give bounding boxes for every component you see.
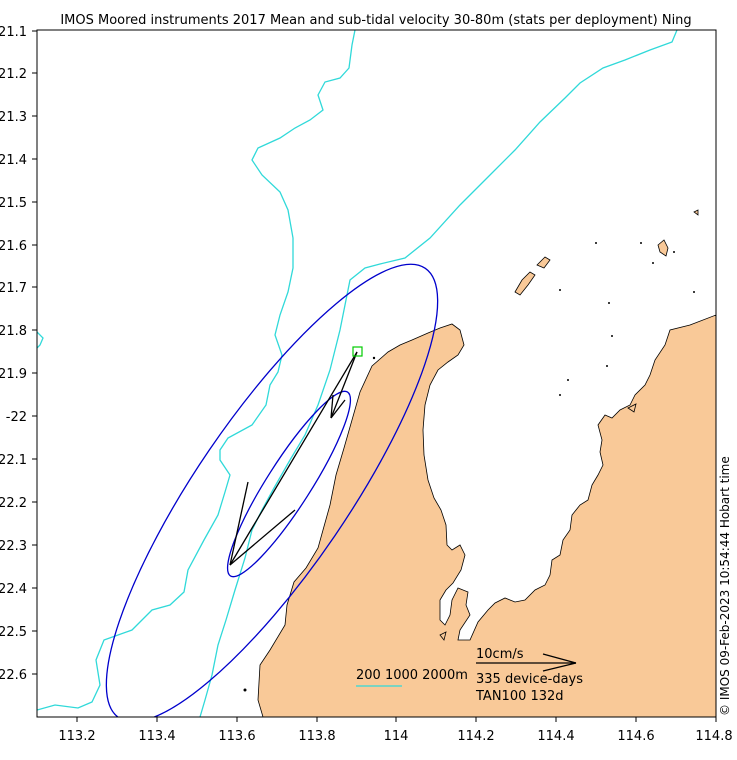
isobath-2000m: [37, 331, 44, 349]
scale-arrow: [476, 653, 577, 672]
y-tick-label: 21.3: [0, 110, 27, 125]
x-tick-marks: [76, 717, 717, 722]
map-title: IMOS Moored instruments 2017 Mean and su…: [60, 13, 691, 28]
y-tick-label: 21.2: [0, 67, 27, 82]
y-tick-label: 21.6: [0, 239, 27, 254]
x-tick-label: 114.4: [537, 729, 574, 744]
velocity-arrow-short: [330, 351, 358, 419]
x-tick-label: 114.8: [695, 729, 732, 744]
y-tick-label: 21.8: [0, 324, 27, 339]
x-tick-label: 114.2: [457, 729, 494, 744]
isobath-200m: [37, 30, 356, 711]
y-tick-label: 21.4: [0, 153, 27, 168]
x-tick-label: 113.8: [298, 729, 335, 744]
y-tick-label: 22.1: [0, 453, 27, 468]
y-tick-label: 21.9: [0, 367, 27, 382]
y-tick-label: 22.2: [0, 496, 27, 511]
land-island-1: [514, 271, 536, 296]
velocity-arrow-long: [229, 351, 358, 566]
x-tick-label: 113.4: [138, 729, 175, 744]
y-tick-label: 22.4: [0, 582, 27, 597]
station-label: TAN100 132d: [475, 689, 564, 704]
land-island-2: [536, 256, 551, 269]
land-island-4: [693, 209, 699, 216]
isobath-1000m: [199, 30, 678, 717]
y-tick-label: 22.5: [0, 625, 27, 640]
x-tick-label: 113.2: [58, 729, 95, 744]
y-tick-marks: [32, 30, 37, 675]
y-tick-label: 21.1: [0, 25, 27, 40]
timestamp-label: © IMOS 09-Feb-2023 10:54:44 Hobart time: [718, 456, 732, 716]
y-tick-label: -22: [6, 410, 27, 425]
islets: [243, 242, 695, 692]
x-tick-label: 113.6: [218, 729, 255, 744]
y-tick-label: 22.3: [0, 539, 27, 554]
variance-ellipse-small: [226, 390, 352, 578]
land-island-6: [627, 403, 637, 413]
x-tick-labels: 113.2 113.4 113.6 113.8 114 114.2 114.4 …: [58, 729, 732, 744]
land-mainland: [257, 314, 716, 717]
y-tick-label: 22.6: [0, 668, 27, 683]
device-days-label: 335 device-days: [476, 672, 583, 687]
scale-arrow-label: 10cm/s: [476, 647, 524, 662]
variance-ellipse-large: [105, 263, 439, 717]
land-island-3: [657, 239, 669, 257]
y-tick-labels: 21.1 21.2 21.3 21.4 21.5 21.6 21.7 21.8 …: [0, 25, 27, 683]
y-tick-label: 21.7: [0, 281, 27, 296]
x-tick-label: 114: [384, 729, 409, 744]
station-marker: [352, 346, 363, 357]
land-island-5: [439, 631, 447, 641]
isobath-legend-label: 200 1000 2000m: [356, 668, 468, 683]
y-tick-label: 21.5: [0, 196, 27, 211]
x-tick-label: 114.6: [617, 729, 654, 744]
